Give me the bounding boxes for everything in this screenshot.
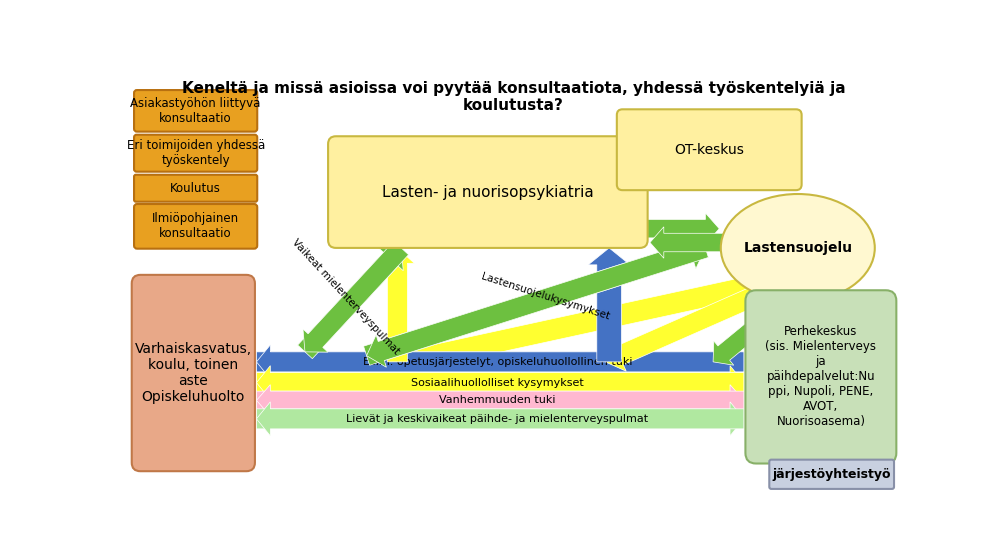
Text: OT-keskus: OT-keskus <box>673 143 743 157</box>
Polygon shape <box>712 295 792 365</box>
Text: Vanhemmuuden tuki: Vanhemmuuden tuki <box>439 396 555 405</box>
Text: Sosiaalihuollolliset kysymykset: Sosiaalihuollolliset kysymykset <box>411 378 583 388</box>
Polygon shape <box>257 402 743 436</box>
Polygon shape <box>405 276 754 377</box>
Polygon shape <box>257 365 743 400</box>
Text: Perhekeskus
(sis. Mielenterveys
ja
päihdepalvelut:Nu
ppi, Nupoli, PENE,
AVOT,
Nu: Perhekeskus (sis. Mielenterveys ja päihd… <box>765 325 876 429</box>
Text: Varhaiskasvatus,
koulu, toinen
aste
Opiskeluhuolto: Varhaiskasvatus, koulu, toinen aste Opis… <box>134 341 252 405</box>
Text: Lastensuojelukysymykset: Lastensuojelukysymykset <box>479 272 610 322</box>
Text: Lastensuojelu: Lastensuojelu <box>742 241 852 255</box>
Text: Lievät ja keskivaikeat päihde- ja mielenterveyspulmat: Lievät ja keskivaikeat päihde- ja mielen… <box>346 414 648 424</box>
Polygon shape <box>257 345 743 379</box>
Polygon shape <box>303 241 408 352</box>
Polygon shape <box>257 345 743 379</box>
Text: Esim. opetusjärjestelyt, opiskeluhuollollinen tuki: Esim. opetusjärjestelyt, opiskeluhuollol… <box>363 357 631 367</box>
Polygon shape <box>649 227 743 258</box>
Polygon shape <box>257 384 743 416</box>
Polygon shape <box>366 238 707 367</box>
FancyBboxPatch shape <box>134 204 257 249</box>
Text: Lasten- ja nuorisopsykiatria: Lasten- ja nuorisopsykiatria <box>382 185 593 200</box>
Text: Koulutus: Koulutus <box>170 182 220 195</box>
FancyBboxPatch shape <box>769 460 893 489</box>
Polygon shape <box>257 384 743 416</box>
Polygon shape <box>363 237 704 365</box>
FancyBboxPatch shape <box>134 175 257 201</box>
Text: Vaikeat mielenterveyspulmat: Vaikeat mielenterveyspulmat <box>290 237 401 356</box>
Text: Asiakastyöhön liittyvä
konsultaatio: Asiakastyöhön liittyvä konsultaatio <box>130 97 261 125</box>
Text: Ilmiöpohjainen
konsultaatio: Ilmiöpohjainen konsultaatio <box>152 213 238 240</box>
Text: järjestöyhteistyö: järjestöyhteistyö <box>772 468 890 481</box>
Text: Eri toimijoiden yhdessä
työskentely: Eri toimijoiden yhdessä työskentely <box>126 139 265 167</box>
FancyBboxPatch shape <box>134 134 257 172</box>
Polygon shape <box>380 248 414 362</box>
Polygon shape <box>257 402 743 436</box>
FancyBboxPatch shape <box>328 136 647 248</box>
Ellipse shape <box>720 194 874 302</box>
Polygon shape <box>587 248 629 362</box>
FancyBboxPatch shape <box>134 90 257 132</box>
FancyBboxPatch shape <box>131 275 255 471</box>
Polygon shape <box>647 213 718 244</box>
FancyBboxPatch shape <box>616 109 801 190</box>
Polygon shape <box>604 285 763 371</box>
Polygon shape <box>298 248 403 359</box>
FancyBboxPatch shape <box>744 290 896 464</box>
Text: Keneltä ja missä asioissa voi pyytää konsultaatiota, yhdessä työskentelyiä ja
ko: Keneltä ja missä asioissa voi pyytää kon… <box>181 81 845 113</box>
Polygon shape <box>257 365 743 400</box>
